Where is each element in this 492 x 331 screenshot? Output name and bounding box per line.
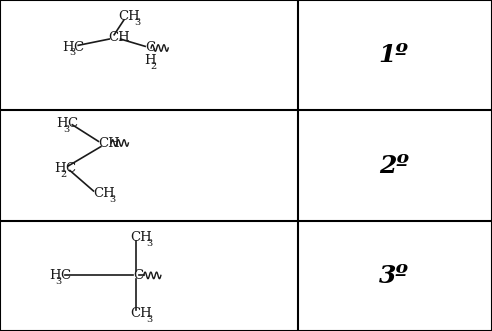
Text: C: C bbox=[60, 269, 70, 282]
Text: 2º: 2º bbox=[379, 154, 408, 177]
Text: 3: 3 bbox=[63, 124, 69, 134]
Text: H: H bbox=[62, 40, 74, 54]
Text: C: C bbox=[133, 269, 143, 282]
Text: CH: CH bbox=[98, 137, 120, 151]
Text: 3: 3 bbox=[146, 315, 153, 324]
Text: H: H bbox=[49, 269, 61, 282]
Text: CH: CH bbox=[130, 307, 152, 320]
Text: C: C bbox=[65, 162, 75, 175]
Text: 2: 2 bbox=[61, 170, 67, 179]
Text: 3: 3 bbox=[109, 195, 116, 204]
Text: CH: CH bbox=[118, 10, 140, 23]
Text: C: C bbox=[73, 40, 84, 54]
Text: 3: 3 bbox=[134, 18, 140, 27]
Text: H: H bbox=[57, 117, 68, 130]
Text: 3: 3 bbox=[56, 277, 62, 286]
Text: H: H bbox=[144, 54, 156, 67]
Text: H: H bbox=[54, 162, 66, 175]
Text: 3º: 3º bbox=[379, 264, 408, 288]
Text: 1º: 1º bbox=[379, 43, 408, 67]
Text: CH: CH bbox=[130, 231, 152, 244]
Text: CH: CH bbox=[108, 31, 130, 44]
Text: C: C bbox=[67, 117, 78, 130]
Text: CH: CH bbox=[93, 187, 115, 200]
Text: 2: 2 bbox=[151, 62, 157, 71]
Text: C: C bbox=[145, 41, 155, 55]
Text: 3: 3 bbox=[69, 48, 75, 58]
Text: 3: 3 bbox=[146, 239, 153, 248]
